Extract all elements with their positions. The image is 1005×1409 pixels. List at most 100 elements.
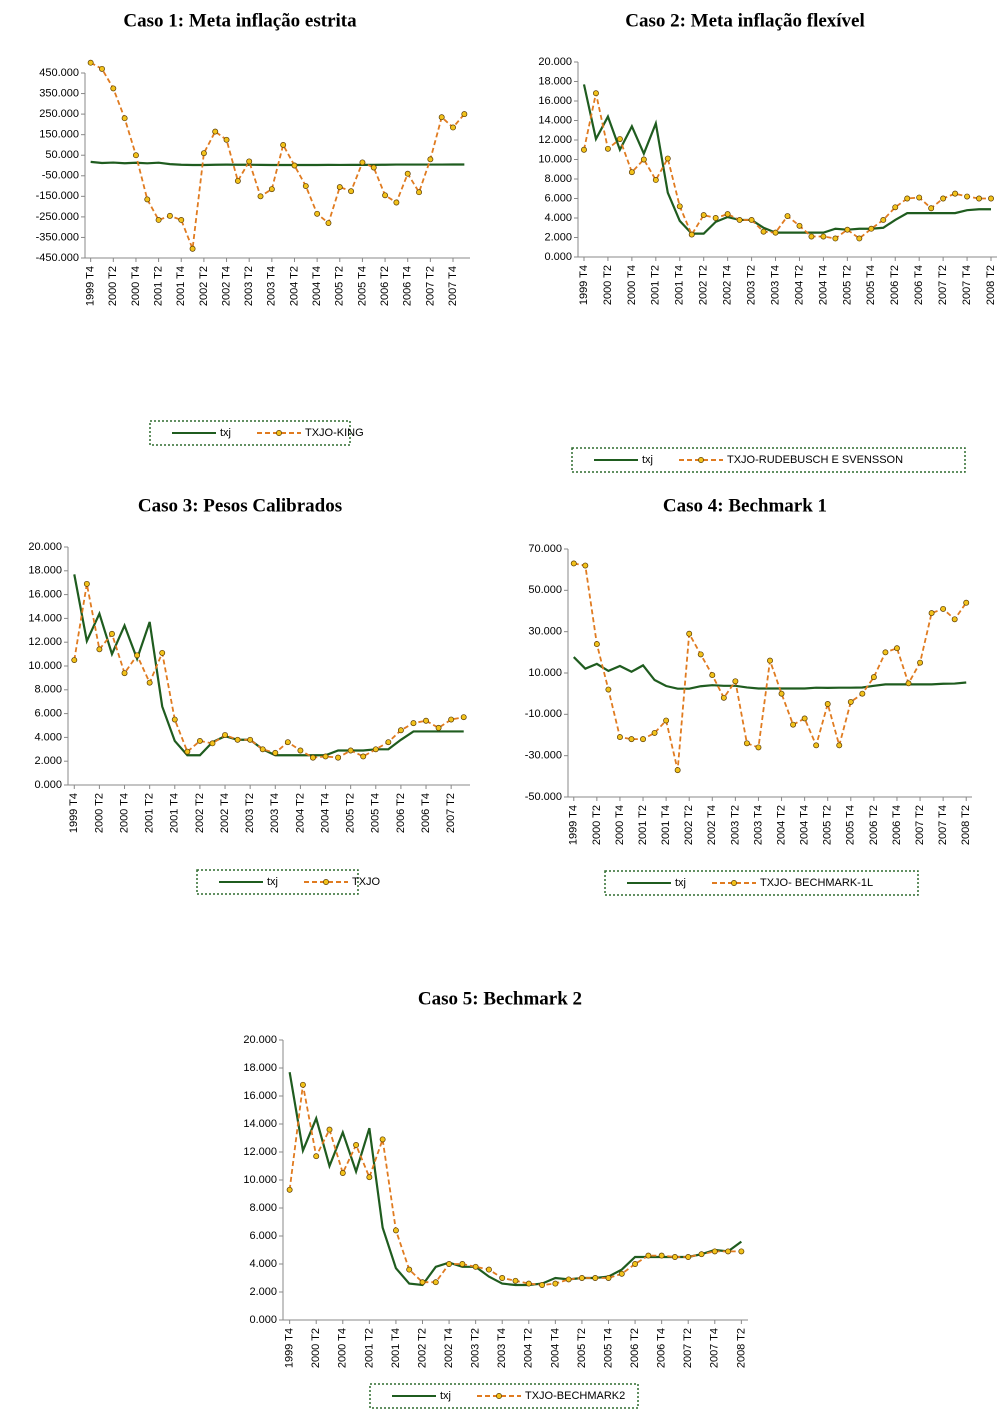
marker [671, 1254, 678, 1260]
marker [582, 562, 589, 569]
y-tick-label: 8.000 [34, 684, 62, 696]
x-tick-label: 2007 T4 [447, 266, 459, 306]
marker [446, 1261, 453, 1267]
y-tick-label: 6.000 [249, 1230, 277, 1242]
x-tick-label: 2000 T4 [337, 1328, 349, 1368]
y-tick-label: 50.000 [45, 149, 79, 161]
y-tick-label: 14.000 [243, 1118, 277, 1130]
y-tick-label: 18.000 [28, 565, 62, 577]
x-tick-label: 2001 T2 [153, 266, 165, 306]
marker [159, 649, 166, 656]
marker [711, 1248, 718, 1255]
marker [96, 646, 103, 653]
x-tick-label: 2007 T2 [445, 793, 457, 833]
y-tick-label: -450.000 [36, 252, 79, 264]
y-tick-label: 12.000 [538, 134, 572, 146]
marker [738, 1248, 745, 1255]
x-tick-label: 2007 T2 [914, 805, 926, 845]
legend-label: TXJO-BECHMARK2 [525, 1390, 625, 1402]
marker [189, 245, 196, 252]
chart-title: Caso 4: Bechmark 1 [663, 495, 827, 516]
marker [336, 184, 343, 191]
x-tick-label: 2002 T2 [194, 793, 206, 833]
x-tick-label: 2002 T2 [198, 266, 210, 306]
x-tick-label: 2006 T2 [868, 805, 880, 845]
y-tick-label: 18.000 [243, 1062, 277, 1074]
marker [406, 1266, 413, 1273]
marker [512, 1277, 519, 1284]
x-tick-label: 2007 T2 [424, 266, 436, 306]
x-tick-label: 2006 T4 [420, 793, 432, 833]
marker [565, 1276, 572, 1283]
marker [892, 204, 899, 211]
chart-title: Caso 5: Bechmark 2 [418, 988, 582, 1009]
marker [736, 216, 743, 223]
marker [385, 739, 392, 746]
marker [326, 1126, 333, 1133]
marker [616, 136, 623, 142]
marker [184, 748, 191, 755]
marker [109, 630, 115, 637]
x-tick-label: 2004 T4 [549, 1328, 561, 1368]
marker [676, 203, 683, 210]
marker [419, 1279, 426, 1286]
marker [499, 1275, 506, 1281]
x-tick-label: 2000 T2 [93, 793, 105, 833]
marker [325, 220, 332, 227]
marker [335, 754, 342, 761]
marker [460, 714, 467, 721]
marker [110, 85, 117, 92]
marker [640, 736, 646, 743]
marker [297, 747, 304, 754]
marker [928, 610, 935, 617]
y-tick-label: 0.000 [249, 1314, 277, 1326]
marker [133, 152, 139, 159]
x-tick-label: 2003 T2 [729, 805, 741, 845]
y-tick-label: -30.000 [525, 750, 562, 762]
y-tick-label: 16.000 [538, 95, 572, 107]
marker [824, 701, 831, 707]
marker [581, 146, 587, 153]
marker [709, 672, 716, 679]
x-tick-label: 2004 T2 [288, 266, 300, 306]
marker [663, 717, 670, 724]
x-tick-label: 2005 T4 [370, 793, 382, 833]
x-tick-label: 2001 T2 [637, 805, 649, 845]
marker [894, 645, 900, 652]
marker [416, 189, 422, 196]
marker [121, 115, 128, 122]
marker [632, 1261, 639, 1267]
y-tick-label: -10.000 [525, 708, 562, 720]
marker [796, 222, 803, 229]
marker [618, 1270, 625, 1277]
marker [743, 740, 750, 747]
x-tick-label: 2002 T4 [220, 266, 232, 306]
x-tick-label: 2002 T2 [698, 265, 710, 305]
marker [144, 196, 151, 203]
x-tick-label: 2004 T2 [294, 793, 306, 833]
marker [856, 235, 863, 242]
chart-title: Caso 1: Meta inflação estrita [123, 10, 357, 31]
x-tick-label: 2003 T2 [244, 793, 256, 833]
marker [732, 678, 739, 685]
y-tick-label: 10.000 [243, 1174, 277, 1186]
marker [570, 560, 577, 567]
x-tick-label: 2005 T4 [356, 266, 368, 306]
marker [310, 754, 316, 761]
x-tick-label: 2007 T4 [937, 805, 949, 845]
marker [234, 736, 241, 743]
x-tick-label: 2005 T2 [576, 1328, 588, 1368]
marker [397, 727, 404, 734]
marker [952, 190, 959, 197]
y-tick-label: 4.000 [544, 212, 572, 224]
y-tick-label: 250.000 [39, 108, 79, 120]
y-tick-label: 0.000 [34, 779, 62, 791]
marker [836, 742, 843, 749]
marker [832, 235, 839, 242]
marker [870, 674, 877, 681]
x-tick-label: 1999 T4 [568, 805, 580, 845]
marker [951, 616, 958, 623]
y-tick-label: 2.000 [544, 231, 572, 243]
marker [593, 641, 600, 648]
